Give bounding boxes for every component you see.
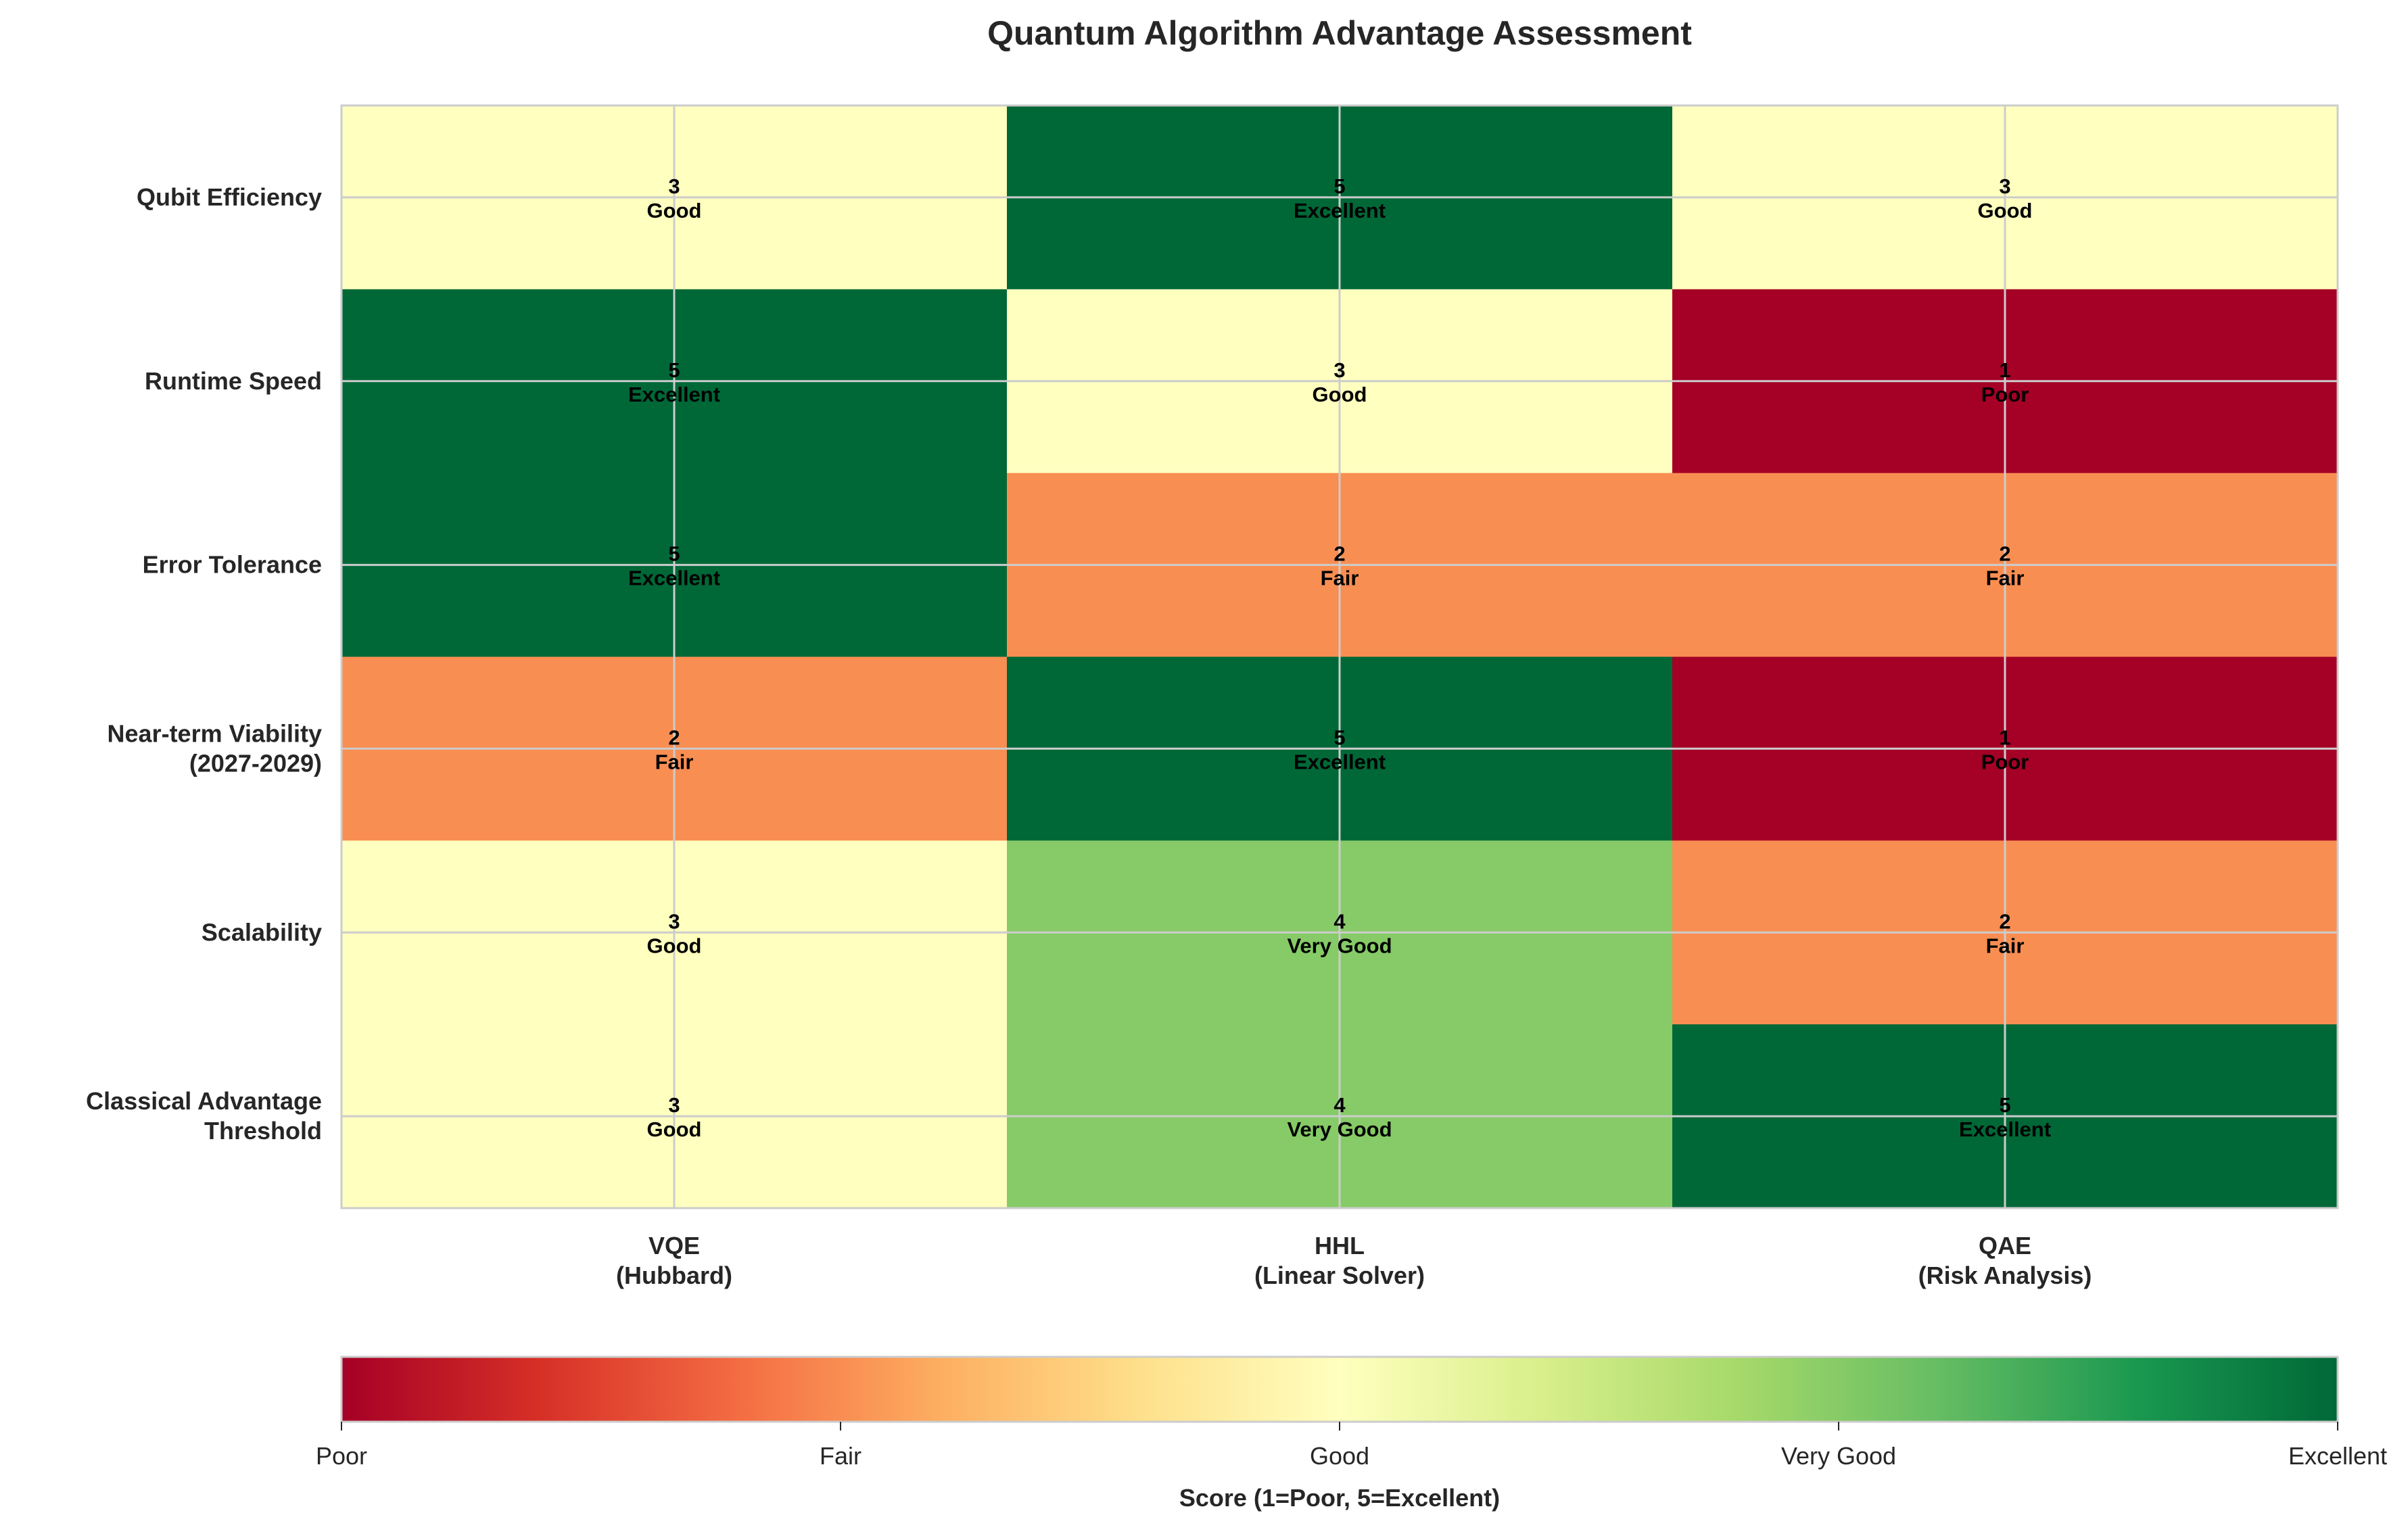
cell-rating: Fair [655, 750, 694, 773]
grid-lines [341, 105, 2338, 1208]
cell-score: 5 [668, 358, 680, 382]
row-label: Error Tolerance [143, 551, 322, 579]
cell-score: 2 [1333, 542, 1345, 566]
cell-rating: Excellent [1294, 199, 1386, 222]
chart-title: Quantum Algorithm Advantage Assessment [987, 14, 1692, 52]
cell-score: 4 [1333, 909, 1346, 933]
cell-score: 3 [668, 909, 680, 933]
cell-rating: Fair [1986, 934, 2025, 957]
cell-rating: Excellent [628, 383, 720, 406]
cell-rating: Good [1978, 199, 2033, 222]
column-label: QAE (Risk Analysis) [1918, 1232, 2092, 1289]
cell-rating: Fair [1986, 567, 2025, 590]
cell-score: 5 [1333, 174, 1345, 198]
column-label: HHL (Linear Solver) [1254, 1232, 1425, 1289]
cell-score: 1 [1999, 725, 2010, 749]
column-label: VQE (Hubbard) [616, 1232, 732, 1289]
cell-rating: Good [647, 934, 702, 957]
heatmap-frame [340, 104, 2339, 1209]
cell-score: 2 [1999, 909, 2010, 933]
colorbar-tick-label: Poor [316, 1442, 367, 1470]
row-label: Qubit Efficiency [137, 183, 322, 211]
cell-rating: Very Good [1287, 934, 1392, 957]
cell-score: 5 [1333, 725, 1345, 749]
row-label: Near-term Viability (2027-2029) [108, 719, 322, 777]
cell-score: 1 [1999, 358, 2010, 382]
cell-rating: Excellent [628, 567, 720, 590]
row-label: Scalability [202, 918, 322, 946]
cell-score: 5 [1999, 1093, 2010, 1117]
cell-rating: Fair [1321, 567, 1359, 590]
colorbar-tick-label: Excellent [2288, 1442, 2387, 1470]
column-labels: VQE (Hubbard) HHL (Linear Solver) QAE (Risk A… [616, 1232, 2092, 1289]
cell-score: 2 [1999, 542, 2010, 566]
cell-score: 5 [668, 542, 680, 566]
row-labels: Qubit Efficiency Runtime Speed Error Toler… [86, 183, 322, 1145]
cell-score: 4 [1333, 1093, 1346, 1117]
cell-annotations: 3Good5Excellent3Good5Excellent3Good1Poor… [628, 174, 2051, 1141]
colorbar-tick-label: Very Good [1781, 1442, 1896, 1470]
cell-rating: Poor [1981, 383, 2029, 406]
cell-score: 3 [1333, 358, 1345, 382]
colorbar-gradient [340, 1355, 2339, 1423]
colorbar: Poor Fair Good Very Good Excellent Score (1=… [316, 1355, 2387, 1512]
cell-score: 3 [668, 1093, 680, 1117]
cell-rating: Good [1313, 383, 1367, 406]
cell-rating: Good [647, 1118, 702, 1141]
cell-score: 3 [1999, 174, 2010, 198]
cell-score: 2 [668, 725, 680, 749]
colorbar-label: Score (1=Poor, 5=Excellent) [1179, 1484, 1500, 1512]
cell-rating: Excellent [1959, 1118, 2051, 1141]
cell-score: 3 [668, 174, 680, 198]
colorbar-ticks: Poor Fair Good Very Good Excellent [316, 1422, 2387, 1470]
cell-rating: Poor [1981, 750, 2029, 773]
colorbar-tick-label: Good [1310, 1442, 1369, 1470]
cell-rating: Good [647, 199, 702, 222]
row-label: Runtime Speed [145, 367, 322, 395]
colorbar-tick-label: Fair [820, 1442, 861, 1470]
cell-rating: Very Good [1287, 1118, 1392, 1141]
cell-rating: Excellent [1294, 750, 1386, 773]
row-label: Classical Advantage Threshold [86, 1087, 322, 1145]
